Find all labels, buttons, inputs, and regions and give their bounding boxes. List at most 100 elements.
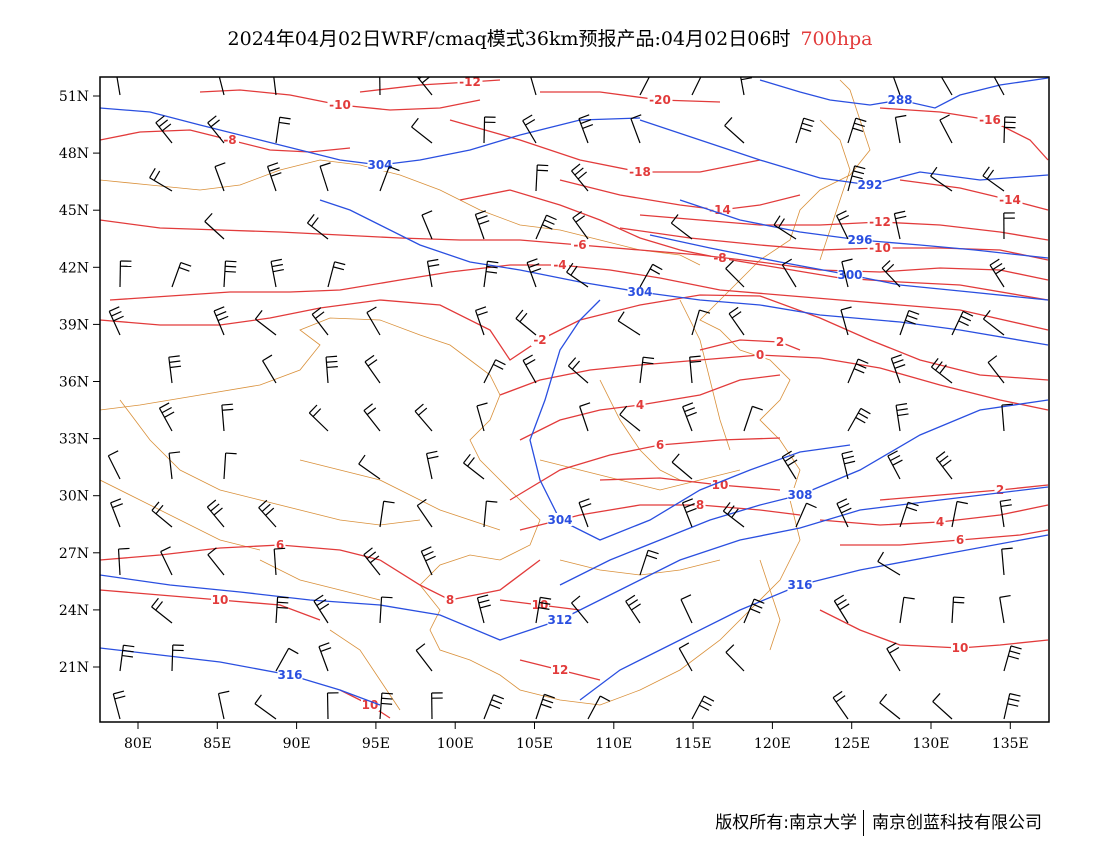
wind-barb [311, 307, 329, 336]
wind-barb [364, 354, 381, 384]
temperature-contour-label-bg [754, 348, 766, 361]
wind-barb [483, 359, 506, 384]
temperature-contour-label-bg [457, 77, 483, 88]
temperature-contour-label: 8 [446, 593, 454, 607]
temperature-contour-line [619, 227, 1049, 261]
temperature-contour-line [879, 484, 1049, 501]
wind-barb [671, 453, 693, 480]
temperature-contour-label: -20 [649, 93, 671, 107]
temperature-contour-label-bg [654, 438, 666, 451]
wind-barb [306, 214, 329, 240]
footer-separator [863, 810, 864, 836]
wind-barb [725, 260, 745, 288]
lat-label: 36N [59, 375, 89, 391]
wind-barb [326, 692, 339, 720]
height-contour-label: 296 [847, 233, 872, 247]
wind-barb [207, 115, 225, 144]
wind-barb [740, 77, 753, 96]
lon-label: 90E [283, 736, 311, 752]
temperature-contour-label: 6 [276, 538, 284, 552]
chart-title: 2024年04月02日WRF/cmaq模式36km预报产品:04月02日06时 7… [0, 24, 1100, 51]
temperature-contour-label-bg [531, 598, 549, 611]
wind-barb [841, 258, 853, 288]
wind-barb [474, 306, 488, 336]
lon-label: 80E [124, 736, 152, 752]
wind-barb [379, 596, 393, 624]
wind-barb [358, 454, 381, 480]
wind-barb [258, 499, 277, 528]
temperature-contour-label-bg [531, 333, 549, 346]
wind-barb [416, 498, 433, 528]
wind-barb [795, 502, 817, 528]
wind-barb [566, 262, 589, 288]
wind-barb [781, 258, 797, 288]
wind-barb [1003, 212, 1015, 240]
height-contour-label: 316 [277, 668, 302, 682]
wind-barb [881, 260, 901, 288]
wind-barb [483, 116, 496, 144]
wind-barb [836, 498, 852, 528]
wind-barb [1001, 403, 1013, 432]
height-contour-label: 304 [367, 158, 392, 172]
wind-barb [1001, 547, 1013, 576]
temperature-contour-label: 2 [996, 483, 1004, 497]
temperature-contour-label-bg [997, 193, 1023, 206]
wind-barb [119, 260, 132, 288]
wind-barb [670, 214, 693, 240]
wind-barb [639, 77, 662, 96]
wind-barb [578, 498, 592, 528]
wind-barb [691, 309, 711, 336]
wind-barb [832, 690, 849, 720]
height-contour-label-bg [887, 93, 913, 106]
temperature-contour-label: -18 [629, 165, 651, 179]
temperature-contour-label-bg [221, 133, 239, 146]
wind-barb [847, 165, 866, 192]
height-contour-label-bg [627, 285, 653, 298]
wind-barb [254, 694, 277, 720]
wind-barb [119, 644, 135, 672]
height-contour-line [579, 534, 1049, 701]
wind-barb [932, 693, 953, 720]
wind-barb [847, 358, 869, 384]
wind-barb [171, 644, 184, 672]
temperature-contour-label-bg [951, 641, 969, 654]
lon-label: 130E [913, 736, 950, 752]
wind-barb [579, 402, 591, 432]
temperature-contour-label-bg [571, 238, 589, 251]
temperature-contour-line [519, 374, 781, 441]
wind-barb [691, 695, 715, 720]
wind-barb [639, 549, 659, 576]
wind-barb [999, 594, 1011, 624]
wind-barb [483, 694, 505, 720]
height-contour-line [559, 399, 1049, 586]
wind-barb [887, 450, 903, 480]
temperature-contour-line [699, 339, 801, 351]
wind-barb [951, 310, 974, 336]
wind-barbs [107, 77, 1022, 720]
height-contour-label-bg [547, 613, 573, 626]
temperature-contour-label: -6 [573, 238, 586, 252]
wind-barb [982, 166, 1005, 192]
temperature-contour-label-bg [627, 165, 653, 178]
wind-barb [773, 215, 797, 240]
wind-barb [999, 499, 1012, 528]
lat-label: 48N [59, 146, 89, 162]
height-contour-label: 316 [787, 578, 812, 592]
wind-barb [899, 501, 919, 528]
wind-barb [951, 500, 968, 528]
temperature-contour-label: -8 [713, 251, 726, 265]
temperature-contour-line [899, 179, 1049, 211]
wind-barb [319, 162, 331, 192]
temperature-contour-label: 10 [712, 478, 729, 492]
lon-label: 135E [992, 736, 1029, 752]
wind-barb [108, 306, 124, 336]
temperature-contour-line [639, 214, 1049, 241]
wind-barb [989, 258, 1006, 288]
lon-label: 110E [595, 736, 632, 752]
wind-barb [425, 450, 439, 480]
temperature-contour-label-bg [551, 663, 569, 676]
wind-barb [678, 642, 693, 672]
temperature-contour-line [840, 529, 1049, 546]
wind-barb [619, 405, 641, 432]
wind-barb [379, 77, 381, 96]
